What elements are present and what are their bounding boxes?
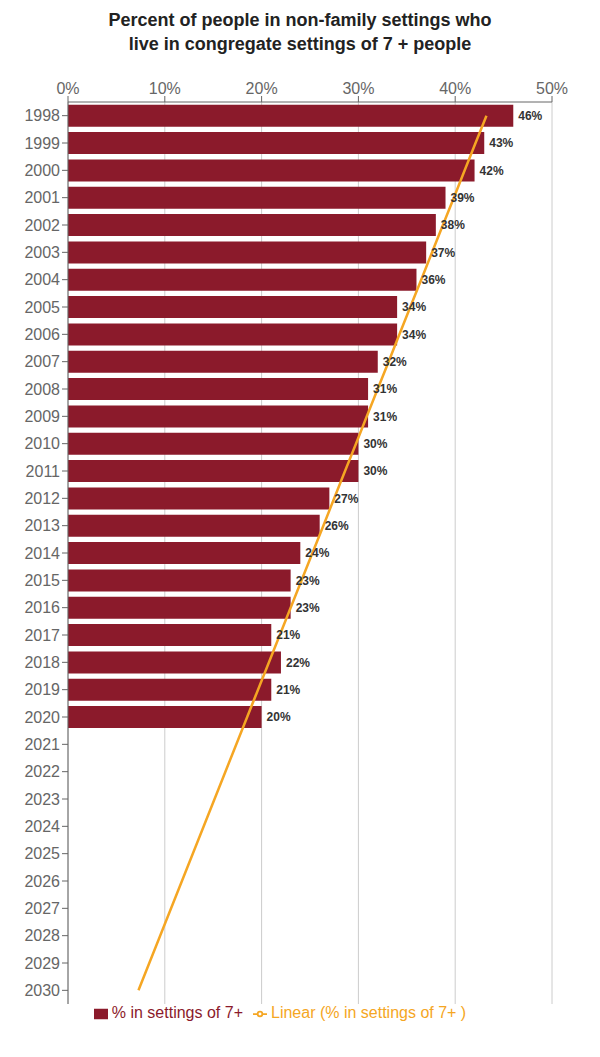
svg-text:2000: 2000 (24, 162, 60, 179)
svg-text:2003: 2003 (24, 244, 60, 261)
svg-text:34%: 34% (402, 328, 426, 342)
svg-text:2021: 2021 (24, 736, 60, 753)
svg-text:2030: 2030 (24, 982, 60, 999)
svg-text:50%: 50% (536, 80, 568, 97)
svg-text:21%: 21% (276, 683, 300, 697)
svg-text:2008: 2008 (24, 381, 60, 398)
svg-text:2001: 2001 (24, 189, 60, 206)
svg-text:2022: 2022 (24, 763, 60, 780)
svg-text:2007: 2007 (24, 353, 60, 370)
svg-text:2025: 2025 (24, 845, 60, 862)
svg-text:34%: 34% (402, 300, 426, 314)
html-text:Linear (% in settings of 7+ ): Linear (% in settings of 7+ ) (271, 1004, 467, 1021)
svg-text:38%: 38% (441, 218, 465, 232)
svg-text:23%: 23% (296, 601, 320, 615)
svg-text:2012: 2012 (24, 490, 60, 507)
svg-text:2015: 2015 (24, 572, 60, 589)
svg-text:22%: 22% (286, 656, 310, 670)
svg-text:2026: 2026 (24, 873, 60, 890)
svg-text:40%: 40% (439, 80, 471, 97)
svg-text:46%: 46% (518, 109, 542, 123)
svg-text:24%: 24% (305, 546, 329, 560)
svg-text:2006: 2006 (24, 326, 60, 343)
svg-text:2020: 2020 (24, 709, 60, 726)
svg-text:2029: 2029 (24, 955, 60, 972)
svg-text:2009: 2009 (24, 408, 60, 425)
svg-text:21%: 21% (276, 628, 300, 642)
svg-text:2016: 2016 (24, 599, 60, 616)
svg-text:27%: 27% (334, 492, 358, 506)
svg-text:2023: 2023 (24, 791, 60, 808)
svg-text:20%: 20% (246, 80, 278, 97)
svg-text:1999: 1999 (24, 135, 60, 152)
svg-text:39%: 39% (451, 191, 475, 205)
html-text:live in congregate settings of: live in congregate settings of 7 + peopl… (128, 34, 472, 54)
svg-text:20%: 20% (267, 710, 291, 724)
svg-text:37%: 37% (431, 246, 455, 260)
svg-text:30%: 30% (363, 437, 387, 451)
svg-text:30%: 30% (363, 464, 387, 478)
svg-text:30%: 30% (342, 80, 374, 97)
svg-text:2028: 2028 (24, 927, 60, 944)
svg-text:26%: 26% (325, 519, 349, 533)
svg-text:31%: 31% (373, 410, 397, 424)
svg-text:31%: 31% (373, 382, 397, 396)
svg-text:10%: 10% (149, 80, 181, 97)
svg-text:2010: 2010 (24, 435, 60, 452)
svg-text:32%: 32% (383, 355, 407, 369)
svg-text:0%: 0% (56, 80, 79, 97)
svg-text:23%: 23% (296, 574, 320, 588)
html-text:Percent of people in non-famil: Percent of people in non-family settings… (108, 10, 492, 30)
svg-text:2019: 2019 (24, 681, 60, 698)
svg-text:1998: 1998 (24, 107, 60, 124)
svg-text:2018: 2018 (24, 654, 60, 671)
svg-text:36%: 36% (421, 273, 445, 287)
svg-text:2027: 2027 (24, 900, 60, 917)
svg-text:42%: 42% (480, 164, 504, 178)
html-text:% in settings of 7+: % in settings of 7+ (111, 1004, 243, 1021)
svg-text:2013: 2013 (24, 517, 60, 534)
svg-text:2014: 2014 (24, 545, 60, 562)
svg-text:2005: 2005 (24, 299, 60, 316)
svg-text:2004: 2004 (24, 271, 60, 288)
svg-text:2002: 2002 (24, 217, 60, 234)
svg-text:2011: 2011 (26, 463, 61, 480)
svg-text:2017: 2017 (24, 627, 60, 644)
svg-text:43%: 43% (489, 136, 513, 150)
svg-text:2024: 2024 (24, 818, 60, 835)
